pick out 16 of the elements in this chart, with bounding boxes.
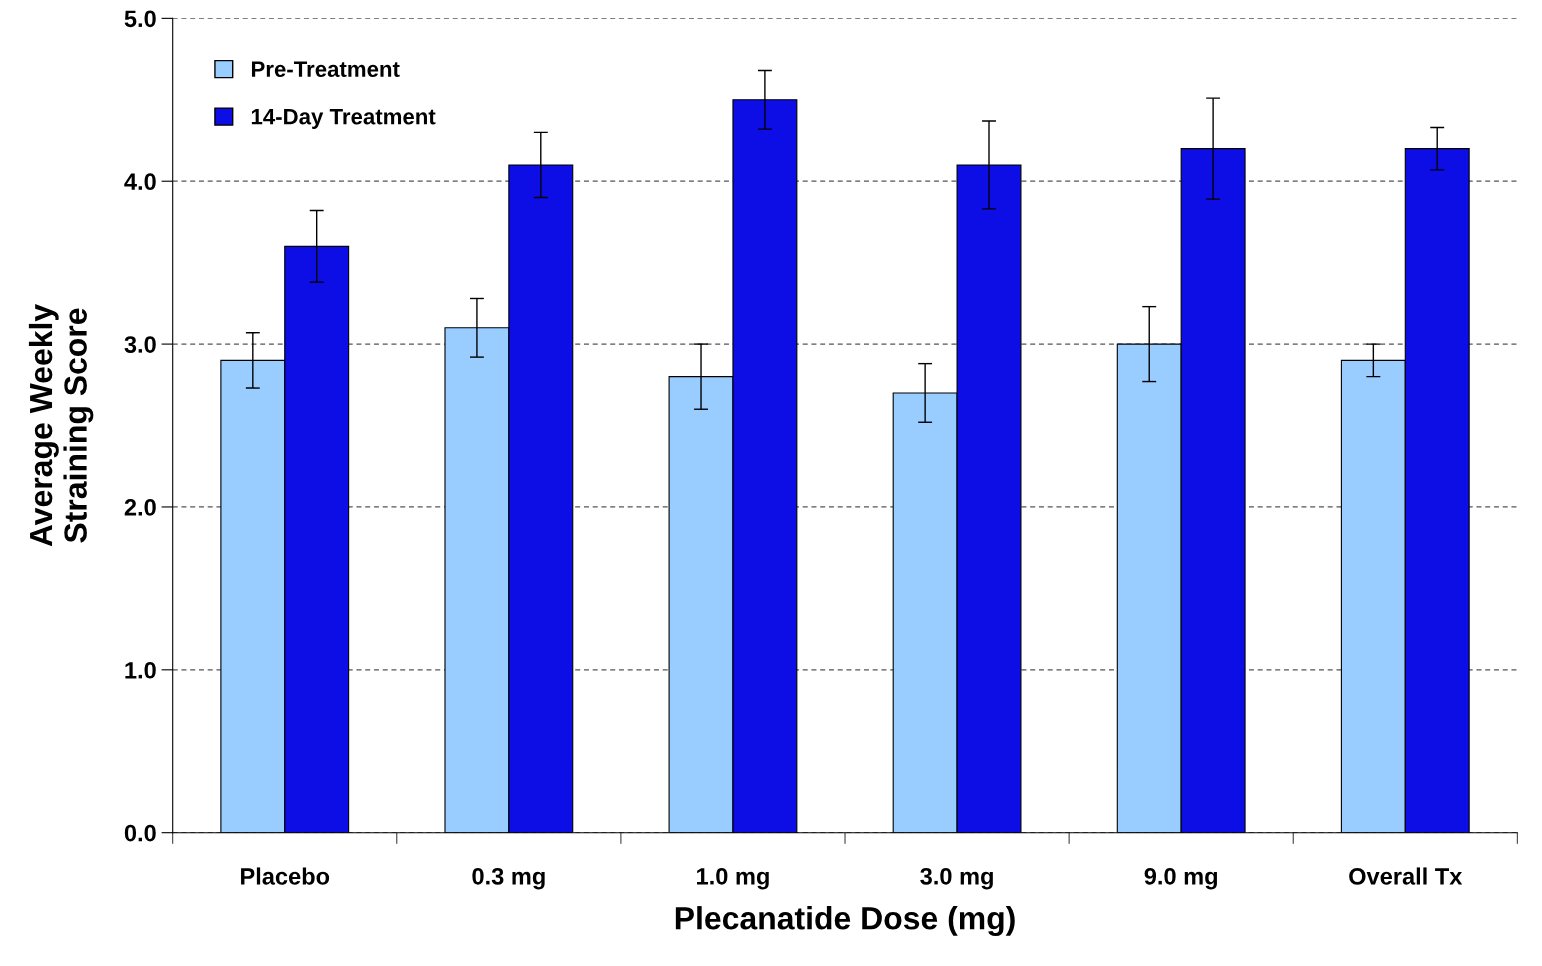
legend-label: Pre-Treatment (251, 61, 400, 78)
x-tick-label: 1.0 mg (697, 867, 769, 890)
y-axis-title: Average Weekly Straining Score (28, 304, 94, 547)
x-axis-title: Plecanatide Dose (mg) (675, 906, 1015, 937)
x-tick-label: Overall Tx (1349, 867, 1463, 885)
legend-label: 14-Day Treatment (251, 109, 436, 129)
y-tick-label: 3.0 (124, 336, 156, 353)
x-tick-label: 3.0 mg (920, 867, 993, 890)
y-tick-label: 5.0 (124, 10, 156, 28)
x-tick-label: Placebo (241, 867, 330, 885)
y-tick-label: 1.0 (125, 661, 156, 679)
y-tick-label: 2.0 (124, 499, 156, 516)
x-tick-label: 9.0 mg (1144, 867, 1217, 890)
y-tick-label: 0.0 (124, 824, 156, 842)
x-tick-label: 0.3 mg (472, 867, 545, 890)
y-tick-label: 4.0 (124, 173, 156, 191)
